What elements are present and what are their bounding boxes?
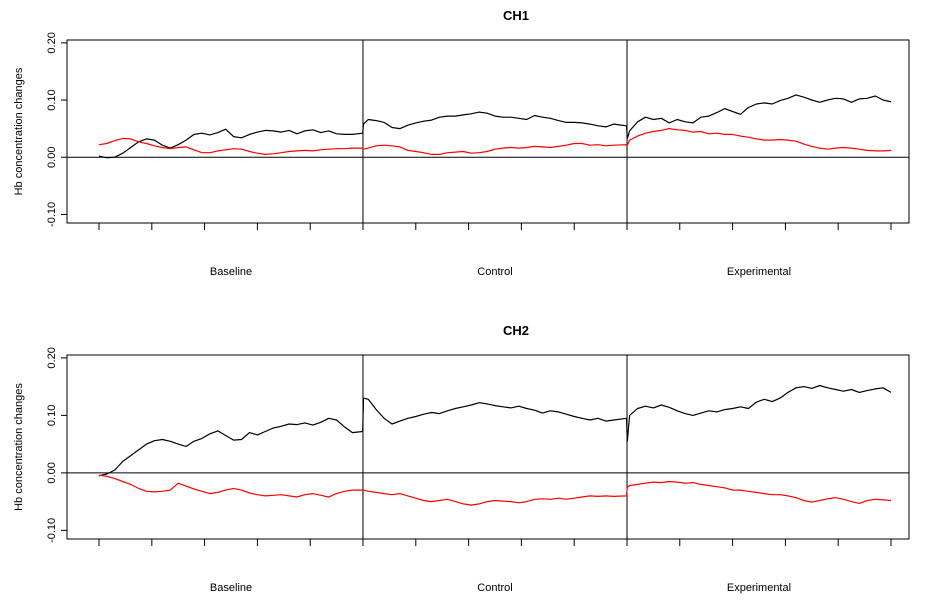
category-label-baseline: Baseline <box>210 266 252 278</box>
y-tick-label: -0.10 <box>46 518 58 543</box>
category-label-experimental: Experimental <box>727 266 791 278</box>
series-line-red <box>98 128 892 155</box>
y-tick-label: -0.10 <box>46 202 58 227</box>
y-tick-label: 0.20 <box>46 32 58 53</box>
y-tick-label: 0.00 <box>46 462 58 483</box>
chart-title: CH1 <box>503 8 529 23</box>
category-label-control: Control <box>477 266 512 278</box>
y-tick-label: 0.20 <box>46 347 58 368</box>
y-tick-label: 0.00 <box>46 147 58 168</box>
plot-frame <box>66 354 910 540</box>
series-line-black <box>98 384 892 477</box>
y-axis-label: Hb concentration changes <box>13 67 25 195</box>
series-line-red <box>98 474 892 506</box>
y-tick-label: 0.10 <box>46 405 58 426</box>
y-axis-label: Hb concentration changes <box>13 383 25 511</box>
plot-frame <box>66 39 910 224</box>
series-line-black <box>98 94 892 159</box>
category-label-baseline: Baseline <box>210 582 252 594</box>
y-tick-label: 0.10 <box>46 89 58 110</box>
category-label-control: Control <box>477 582 512 594</box>
chart-title: CH2 <box>503 323 529 338</box>
category-label-experimental: Experimental <box>727 582 791 594</box>
